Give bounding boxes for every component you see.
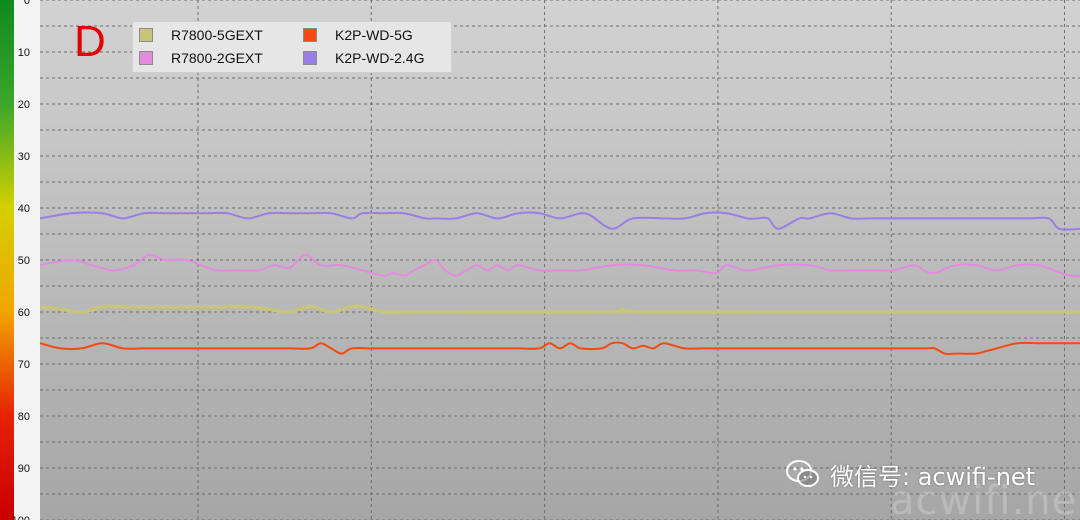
series-line-k2p-wd-2-4g [39,211,1080,231]
y-tick-label: 60 [18,307,30,319]
legend-swatch [139,28,153,42]
legend-item-k2p-wd-5g: K2P-WD-5G [303,24,413,46]
watermark-ghost: acwifi.net [890,478,1080,520]
legend-swatch [303,28,317,42]
y-tick-label: 0 [24,0,30,7]
watermark: 微信号: acwifi-net [786,456,1035,492]
legend-swatch [303,51,317,65]
series-line-k2p-wd-5g [39,341,1080,355]
y-tick-label: 40 [18,203,30,215]
legend-label: R7800-5GEXT [171,27,263,43]
legend-item-r7800-5gext: R7800-5GEXT [139,24,263,46]
legend-swatch [139,51,153,65]
y-tick-label: 80 [18,411,30,423]
y-tick-label: 90 [18,463,30,475]
signal-gradient-bar [0,0,14,520]
series-line-r7800-5gext [39,304,1080,315]
series-line-r7800-2gext [39,253,1080,277]
legend-label: K2P-WD-2.4G [335,50,425,66]
panel-label: D [74,17,106,66]
watermark-text: 微信号: acwifi-net [830,462,1036,491]
wechat-icon [786,460,819,487]
legend-label: R7800-2GEXT [171,50,263,66]
y-tick-label: 70 [18,359,30,371]
legend-item-k2p-wd-2-4g: K2P-WD-2.4G [303,47,424,69]
legend-label: K2P-WD-5G [335,27,413,43]
legend: R7800-5GEXT R7800-2GEXT K2P-WD-5G K2P-WD… [132,21,452,73]
y-tick-label: 10 [18,47,30,59]
y-tick-label: 20 [18,99,30,111]
y-tick-label: 50 [18,255,30,267]
y-tick-label: 100 [12,515,30,520]
legend-item-r7800-2gext: R7800-2GEXT [139,47,263,69]
y-tick-label: 30 [18,151,30,163]
